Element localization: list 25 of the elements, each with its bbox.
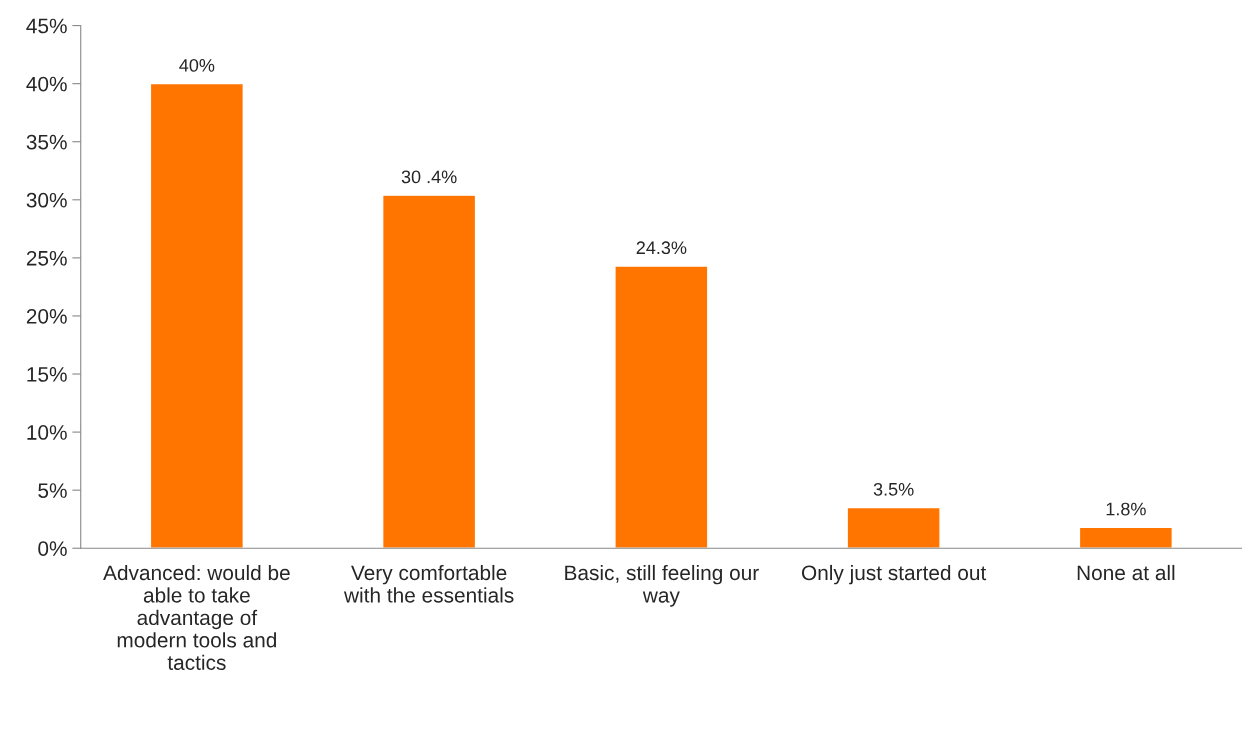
- bar: [614, 265, 709, 549]
- bar: [1078, 526, 1174, 549]
- data-label: 24.3%: [636, 241, 687, 255]
- x-tick-label: Very comfortable with the essentials: [343, 564, 514, 603]
- bar: [381, 194, 477, 549]
- bar: [846, 506, 941, 549]
- bar: [149, 82, 245, 549]
- y-tick-label: 10%: [27, 425, 67, 440]
- data-label: 3.5%: [873, 482, 914, 496]
- x-tick-label: Advanced: would be able to take advantage of modern tools and tactics: [103, 564, 290, 670]
- y-tick-label: 35%: [26, 134, 67, 150]
- y-tick-label: 30%: [26, 192, 67, 208]
- y-tick-label: 45%: [26, 18, 67, 34]
- y-tick-label: 20%: [26, 308, 67, 324]
- y-tick-label: 15%: [27, 367, 67, 382]
- x-tick-label: Only just started out: [801, 564, 987, 585]
- data-label: 40%: [179, 58, 215, 72]
- y-tick-label: 0%: [38, 541, 67, 556]
- data-label: 30 .4%: [401, 170, 457, 184]
- x-tick-label: None at all: [1077, 564, 1175, 581]
- y-tick-label: 40%: [26, 76, 67, 92]
- x-tick-label: Basic, still feeling our way: [565, 564, 759, 607]
- y-tick-label: 5%: [38, 483, 67, 498]
- y-tick-label: 25%: [26, 250, 67, 266]
- data-label: 1.8%: [1106, 502, 1146, 516]
